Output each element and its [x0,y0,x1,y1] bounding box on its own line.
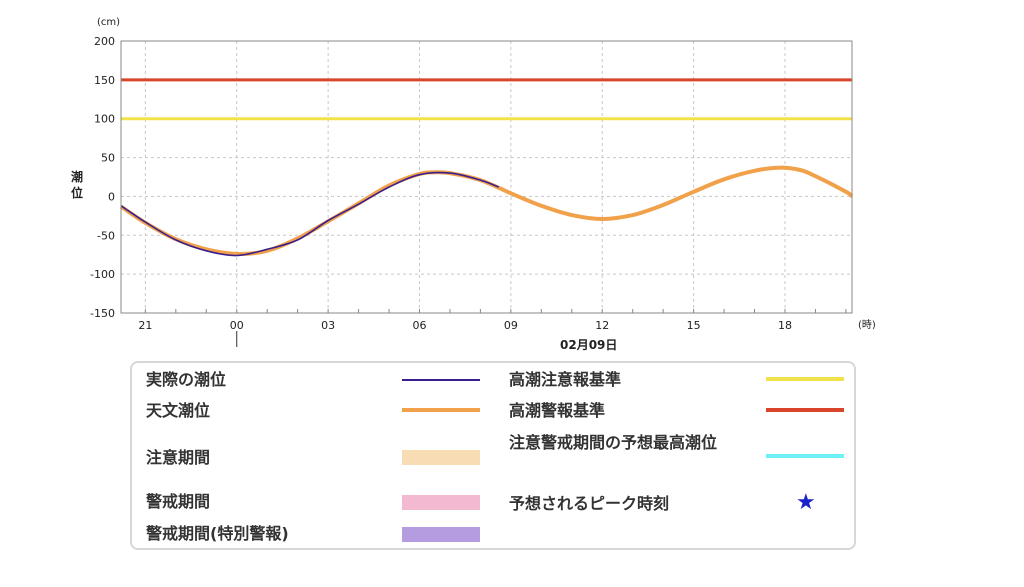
x-tick-label: 06 [412,319,426,332]
y-tick-label: 50 [101,152,115,165]
legend-swatch-max-tide [766,454,844,458]
y-tick-label: -100 [90,268,115,281]
x-unit-label: (時) [858,319,876,331]
legend-swatch-advisory-level [766,377,844,381]
legend-swatch-warning-period [402,495,480,510]
threshold-lines [121,78,852,121]
date-label: 02月09日 [560,338,617,352]
legend-swatch-warning-level [766,408,844,412]
y-tick-label: 100 [94,113,115,126]
legend-label-advisory-level: 高潮注意報基準 [509,370,622,389]
series-lines [119,165,854,257]
x-tick-label: 00 [230,319,244,332]
x-tick-label: 03 [321,319,335,332]
legend-label-warning-period: 警戒期間 [146,492,211,511]
legend: 実際の潮位 天文潮位 注意期間 警戒期間 警戒期間(特別警報) 高潮注意報基準 … [130,361,856,550]
x-tick-label: 15 [687,319,701,332]
legend-label-warning-level: 高潮警報基準 [509,401,606,420]
legend-swatch-caution-period [402,450,480,465]
y-axis-label-char: 潮 [71,169,83,184]
tide-chart: 200 150 100 50 0 -50 -100 -150 21 00 03 06 09 12 15 18… [71,17,876,352]
legend-swatch-actual [402,379,480,381]
x-axis-ticks: 21 00 03 06 09 12 15 18 [138,319,792,332]
legend-swatch-astronomical [402,408,480,412]
y-axis-ticks: 200 150 100 50 0 -50 -100 -150 [90,35,115,320]
legend-label-actual: 実際の潮位 [146,370,227,389]
grid-lines [121,40,852,314]
legend-label-max-tide: 注意警戒期間の予想最高潮位 [509,433,718,452]
y-tick-label: 150 [94,74,115,87]
x-tick-label: 21 [138,319,152,332]
legend-label-special-warning-period: 警戒期間(特別警報) [146,524,289,543]
y-tick-label: 200 [94,35,115,48]
y-tick-label: -50 [97,229,115,242]
legend-label-peak-time: 予想されるピーク時刻 [509,494,670,513]
y-unit-label: (cm) [97,17,120,28]
plot-frame [120,40,853,314]
series-actual-line [120,171,499,257]
legend-swatch-special-warning-period [402,527,480,542]
legend-label-caution-period: 注意期間 [146,448,211,467]
x-tick-label: 18 [778,319,792,332]
y-tick-label: 0 [108,190,115,203]
star-icon: ★ [796,490,816,515]
x-tick-label: 12 [595,319,609,332]
y-axis-label-char: 位 [71,185,83,200]
legend-label-astronomical: 天文潮位 [146,401,211,420]
y-tick-label: -150 [90,307,115,320]
series-astronomical-line [119,165,854,256]
x-tick-label: 09 [504,319,518,332]
y-axis-label: 潮位 [71,169,83,200]
